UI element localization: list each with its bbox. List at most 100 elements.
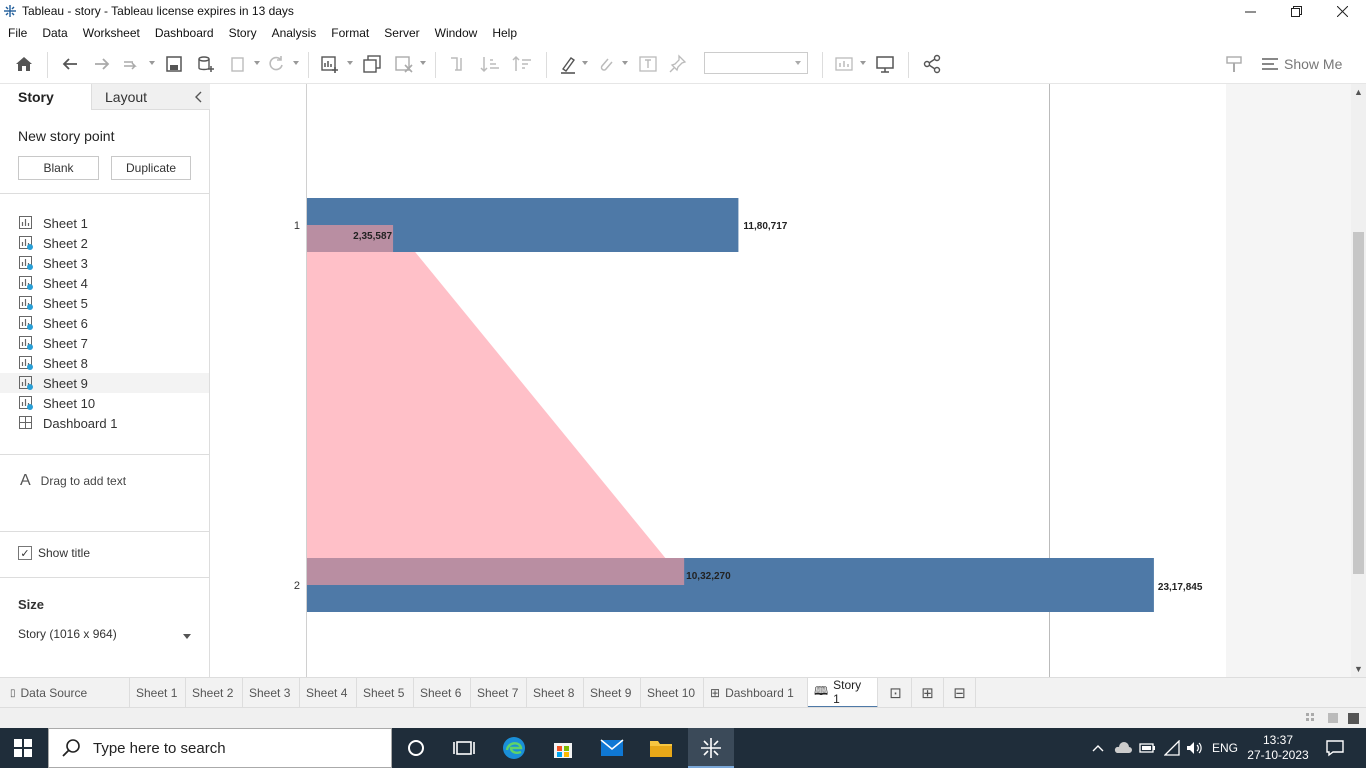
taskbar-clock[interactable]: 13:37 27-10-2023 — [1246, 733, 1310, 763]
mail-icon[interactable] — [600, 736, 624, 760]
edge-browser-icon[interactable] — [502, 736, 526, 760]
tab-sheet[interactable]: Sheet 6 — [414, 678, 471, 708]
highlight-dropdown-caret[interactable] — [582, 61, 588, 65]
share-icon[interactable] — [922, 54, 942, 74]
fit-dropdown[interactable] — [704, 52, 808, 74]
story-size-select[interactable]: Story (1016 x 964) — [18, 627, 194, 647]
clear-sheet-icon[interactable] — [394, 54, 414, 74]
story-sheet-item[interactable]: Sheet 5 — [0, 293, 209, 313]
tab-sheet[interactable]: Sheet 7 — [471, 678, 527, 708]
tab-sheet[interactable]: Sheet 10 — [641, 678, 704, 708]
highlight-icon[interactable] — [558, 54, 578, 74]
paste-dropdown-caret[interactable] — [254, 61, 260, 65]
menu-analysis[interactable]: Analysis — [271, 26, 317, 40]
group-dropdown-caret[interactable] — [622, 61, 628, 65]
home-icon[interactable] — [14, 54, 34, 74]
tab-sheet[interactable]: Sheet 9 — [584, 678, 641, 708]
presentation-mode-icon[interactable] — [875, 54, 895, 74]
refresh-dropdown-caret[interactable] — [293, 61, 299, 65]
undo-icon[interactable] — [60, 54, 80, 74]
story-sheet-item[interactable]: Sheet 6 — [0, 313, 209, 333]
show-cards-icon[interactable] — [834, 54, 854, 74]
replay-icon[interactable] — [121, 54, 141, 74]
new-data-source-icon[interactable] — [196, 54, 216, 74]
task-view-icon[interactable] — [452, 736, 476, 760]
menu-story[interactable]: Story — [228, 26, 257, 40]
story-sheet-item[interactable]: Sheet 3 — [0, 253, 209, 273]
microsoft-store-icon[interactable] — [551, 736, 575, 760]
taskbar-search-box[interactable]: Type here to search — [48, 728, 392, 768]
show-mark-labels-icon[interactable] — [638, 54, 658, 74]
file-explorer-icon[interactable] — [649, 736, 673, 760]
story-sheet-item[interactable]: Sheet 9 — [0, 373, 209, 393]
duplicate-sheet-icon[interactable] — [362, 54, 382, 74]
language-indicator[interactable]: ENG — [1212, 741, 1239, 755]
menu-file[interactable]: File — [8, 26, 28, 40]
menu-window[interactable]: Window — [434, 26, 478, 40]
menu-help[interactable]: Help — [492, 26, 517, 40]
swap-rows-columns-icon[interactable] — [447, 54, 467, 74]
story-sheet-item[interactable]: Sheet 8 — [0, 353, 209, 373]
wifi-icon[interactable] — [1164, 740, 1180, 756]
scrollbar-thumb[interactable] — [1353, 232, 1364, 574]
story-sheet-item[interactable]: Sheet 4 — [0, 273, 209, 293]
tab-sheet[interactable]: Sheet 5 — [357, 678, 414, 708]
menu-dashboard[interactable]: Dashboard — [154, 26, 214, 40]
story-sheet-item[interactable]: Sheet 7 — [0, 333, 209, 353]
new-story-tab-icon[interactable]: ⊟ — [944, 678, 976, 708]
story-sheet-item[interactable]: Sheet 1 — [0, 213, 209, 233]
tab-sheet[interactable]: Sheet 3 — [243, 678, 300, 708]
paste-icon[interactable] — [228, 54, 248, 74]
refresh-icon[interactable] — [266, 54, 286, 74]
new-worksheet-dropdown-caret[interactable] — [347, 61, 353, 65]
close-button[interactable] — [1319, 0, 1365, 22]
menu-format[interactable]: Format — [331, 26, 370, 40]
menu-worksheet[interactable]: Worksheet — [82, 26, 140, 40]
show-hidden-icons-chevron-icon[interactable] — [1092, 743, 1104, 753]
redo-icon[interactable] — [92, 54, 112, 74]
tab-story[interactable]: Story — [0, 84, 92, 110]
notifications-icon[interactable] — [1325, 738, 1345, 758]
scroll-up-arrow-icon[interactable]: ▲ — [1354, 87, 1363, 97]
tab-sheet[interactable]: Sheet 1 — [130, 678, 186, 708]
clear-dropdown-caret[interactable] — [420, 61, 426, 65]
collapse-panel-icon[interactable] — [193, 90, 205, 104]
fix-axes-pin-icon[interactable] — [668, 54, 688, 74]
minimize-button[interactable] — [1227, 0, 1273, 22]
tab-dashboard[interactable]: ⊞ Dashboard 1 — [704, 678, 808, 708]
tab-story-1[interactable]: 🕮 Story 1 — [808, 678, 878, 708]
scroll-down-arrow-icon[interactable]: ▼ — [1354, 664, 1363, 674]
story-sheet-item[interactable]: Dashboard 1 — [0, 413, 209, 433]
windows-start-icon[interactable] — [14, 739, 32, 757]
save-icon[interactable] — [164, 54, 184, 74]
duplicate-story-point-button[interactable]: Duplicate — [111, 156, 191, 180]
vertical-scrollbar[interactable]: ▲ ▼ — [1351, 84, 1366, 677]
view-mode-icons[interactable] — [1306, 712, 1360, 725]
cortana-icon[interactable] — [404, 736, 428, 760]
group-members-icon[interactable] — [596, 54, 616, 74]
show-cards-dropdown-caret[interactable] — [860, 61, 866, 65]
onedrive-cloud-icon[interactable] — [1114, 740, 1132, 756]
tab-sheet[interactable]: Sheet 8 — [527, 678, 584, 708]
tab-sheet[interactable]: Sheet 2 — [186, 678, 243, 708]
new-worksheet-tab-icon[interactable]: ⊡ — [880, 678, 912, 708]
restore-button[interactable] — [1273, 0, 1319, 22]
battery-icon[interactable] — [1139, 741, 1157, 755]
replay-dropdown-caret[interactable] — [149, 61, 155, 65]
show-title-checkbox[interactable]: ✓ Show title — [18, 546, 90, 560]
volume-icon[interactable] — [1186, 740, 1204, 756]
new-dashboard-tab-icon[interactable]: ⊞ — [912, 678, 944, 708]
new-worksheet-icon[interactable] — [320, 54, 340, 74]
sort-ascending-icon[interactable] — [480, 54, 500, 74]
tab-data-source[interactable]: ▯ Data Source — [0, 678, 130, 708]
format-painter-icon[interactable] — [1224, 54, 1244, 74]
menu-server[interactable]: Server — [384, 26, 420, 40]
story-sheet-item[interactable]: Sheet 10 — [0, 393, 209, 413]
blank-story-point-button[interactable]: Blank — [18, 156, 99, 180]
drag-to-add-text[interactable]: A Drag to add text — [20, 472, 126, 490]
menu-data[interactable]: Data — [42, 26, 68, 40]
story-sheet-item[interactable]: Sheet 2 — [0, 233, 209, 253]
tab-layout[interactable]: Layout — [92, 84, 210, 110]
show-me-button[interactable]: Show Me — [1262, 54, 1342, 74]
tab-sheet[interactable]: Sheet 4 — [300, 678, 357, 708]
